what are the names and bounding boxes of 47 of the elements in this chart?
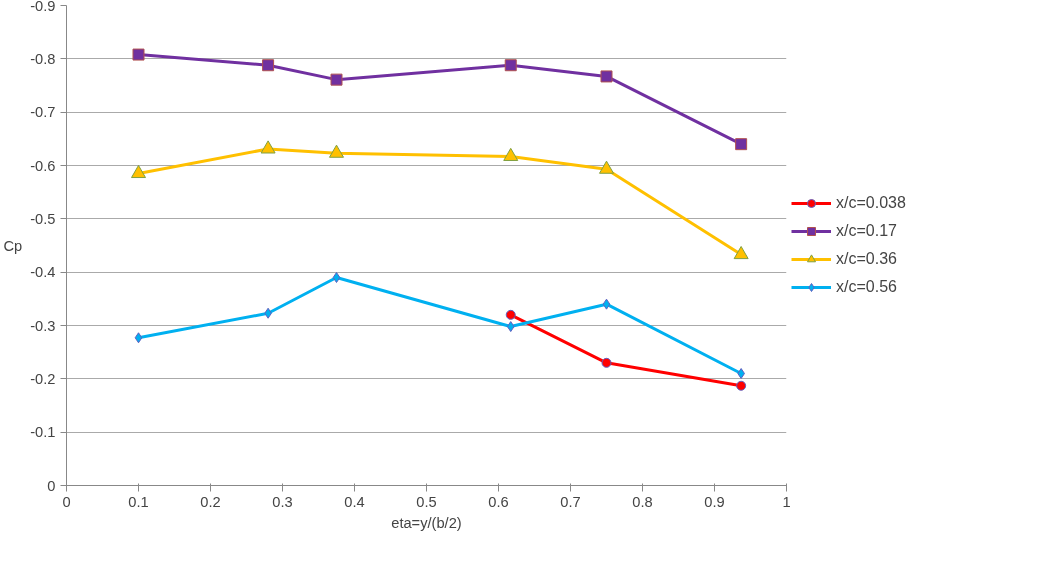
x-tick-label: 0.2 bbox=[200, 493, 221, 510]
legend-label: x/c=0.17 bbox=[836, 222, 897, 240]
point bbox=[260, 140, 276, 154]
point bbox=[134, 332, 143, 344]
point bbox=[506, 321, 515, 333]
y-tick-label: -0.2 bbox=[30, 370, 56, 387]
point bbox=[601, 357, 612, 368]
x-tick-label: 0.1 bbox=[128, 493, 149, 510]
x-axis-title: eta=y/(b/2) bbox=[391, 514, 462, 531]
point bbox=[332, 272, 341, 283]
point bbox=[736, 380, 747, 391]
y-tick-label: -0.4 bbox=[30, 264, 56, 281]
point bbox=[132, 48, 145, 61]
x-tick-label: 0.9 bbox=[704, 493, 725, 510]
x-tick-label: 1 bbox=[782, 493, 791, 510]
point bbox=[735, 138, 748, 151]
point bbox=[602, 298, 611, 310]
x-tick-label: 0.3 bbox=[272, 493, 293, 510]
x-tick-label: 0.6 bbox=[488, 493, 509, 510]
point bbox=[330, 73, 343, 86]
point bbox=[131, 164, 146, 179]
y-tick-label: -0.5 bbox=[30, 210, 56, 227]
point bbox=[737, 368, 745, 379]
point bbox=[329, 144, 344, 158]
point bbox=[600, 70, 613, 83]
x-tick-label: 0 bbox=[62, 493, 71, 510]
point bbox=[505, 309, 516, 320]
y-tick-label: 0 bbox=[47, 477, 56, 494]
y-tick-label: -0.3 bbox=[30, 317, 56, 334]
legend-label: x/c=0.36 bbox=[836, 250, 897, 268]
y-tick-label: -0.7 bbox=[30, 104, 56, 121]
x-tick-label: 0.8 bbox=[632, 493, 653, 510]
point bbox=[504, 59, 517, 72]
y-tick-label: -0.1 bbox=[30, 424, 56, 441]
legend-label: x/c=0.038 bbox=[836, 194, 906, 212]
x-tick-label: 0.7 bbox=[560, 493, 581, 510]
point bbox=[599, 160, 614, 174]
point bbox=[503, 147, 519, 161]
point bbox=[733, 245, 749, 260]
y-tick-label: -0.9 bbox=[30, 0, 56, 14]
y-tick-label: -0.6 bbox=[30, 157, 56, 174]
x-tick-label: 0.4 bbox=[344, 493, 365, 510]
point bbox=[262, 59, 275, 72]
x-tick-label: 0.5 bbox=[416, 493, 437, 510]
y-tick-label: -0.8 bbox=[30, 50, 56, 67]
legend-label: x/c=0.56 bbox=[836, 278, 897, 296]
y-axis-title: Cp bbox=[3, 237, 23, 254]
